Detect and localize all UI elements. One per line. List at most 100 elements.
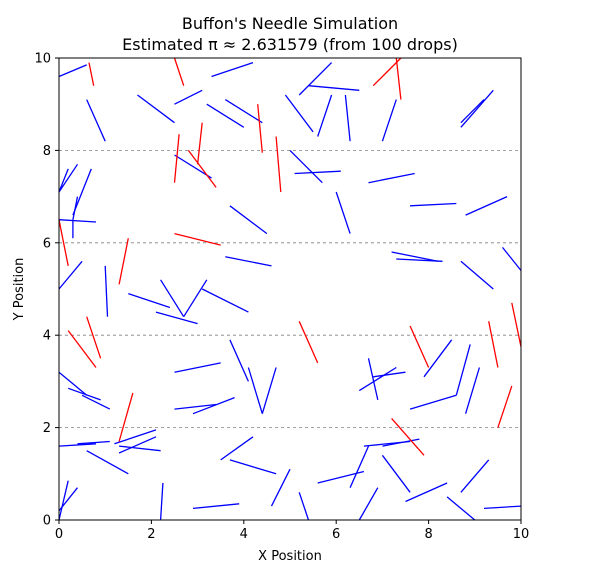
needle-miss-37 <box>391 251 438 262</box>
y-tick-label-2: 4 <box>43 329 51 344</box>
x-tick-label-4: 8 <box>424 527 432 542</box>
plot-area: 0 2 4 6 8 10 0 2 4 6 8 10 <box>34 52 529 543</box>
needle-miss-15 <box>58 168 69 193</box>
needle-miss-70 <box>382 438 420 447</box>
needle-miss-31 <box>128 292 171 309</box>
needle-miss-45 <box>229 339 249 382</box>
needle-miss-10 <box>317 94 333 137</box>
needle-miss-76 <box>58 480 69 521</box>
needle-miss-73 <box>446 496 476 521</box>
needle-miss-42 <box>67 387 101 401</box>
x-tick-label-1: 2 <box>147 527 155 542</box>
x-tick-label-5: 10 <box>513 527 530 542</box>
needle-cross-19 <box>391 417 425 456</box>
needle-miss-29 <box>58 260 83 290</box>
needle-miss-38 <box>396 258 443 262</box>
needle-miss-62 <box>86 450 129 475</box>
needle-cross-7 <box>187 150 217 188</box>
needle-miss-58 <box>77 440 110 445</box>
needle-miss-24 <box>294 170 341 175</box>
needle-cross-0 <box>88 62 95 86</box>
needle-miss-23 <box>289 149 323 184</box>
needle-miss-4 <box>86 99 106 142</box>
needle-cross-1 <box>173 57 185 86</box>
needle-miss-6 <box>224 99 263 124</box>
needle-miss-68 <box>349 445 370 488</box>
needle-miss-0 <box>58 64 87 78</box>
needle-cross-6 <box>196 122 203 165</box>
needle-cross-5 <box>173 134 180 183</box>
plot-frame <box>58 57 522 521</box>
needle-miss-11 <box>344 94 351 142</box>
needle-miss-50 <box>358 366 397 392</box>
needle-miss-40 <box>501 246 522 271</box>
needle-miss-72 <box>405 482 448 503</box>
needle-miss-41 <box>58 371 88 396</box>
needle-miss-35 <box>201 288 249 313</box>
needle-cross-8 <box>275 136 282 193</box>
chart-title: Buffon's Needle Simulation <box>182 14 398 33</box>
y-tick-label-3: 6 <box>43 236 51 251</box>
needle-miss-28 <box>465 196 508 216</box>
needle-miss-36 <box>225 256 272 267</box>
needle-miss-27 <box>410 202 457 207</box>
needle-miss-74 <box>460 459 490 493</box>
needle-cross-12 <box>67 330 97 368</box>
needle-miss-64 <box>229 459 277 475</box>
needle-miss-66 <box>298 492 310 521</box>
y-tick-label-4: 8 <box>43 144 51 159</box>
y-axis-label: Y Position <box>12 258 27 322</box>
needle-miss-47 <box>261 367 277 414</box>
needle-miss-53 <box>423 339 453 378</box>
y-tick-label-0: 0 <box>43 514 51 529</box>
needle-miss-48 <box>174 403 217 410</box>
needle-miss-34 <box>155 311 198 325</box>
needle-miss-55 <box>455 344 471 396</box>
needle-cross-17 <box>511 302 522 347</box>
needle-miss-20 <box>58 219 97 223</box>
needle-miss-77 <box>58 487 79 512</box>
needle-miss-26 <box>368 172 415 184</box>
needle-miss-56 <box>464 367 481 414</box>
needle-miss-30 <box>104 265 109 317</box>
needle-miss-79 <box>192 503 240 510</box>
needle-miss-59 <box>114 429 157 445</box>
needle-miss-43 <box>81 394 111 410</box>
needle-miss-75 <box>483 505 522 510</box>
chart-subtitle: Estimated π ≈ 2.631579 (from 100 drops) <box>122 35 458 54</box>
needle-miss-3 <box>211 61 254 78</box>
needle-miss-12 <box>381 99 397 142</box>
needle-cross-9 <box>58 219 69 267</box>
x-tick-label-2: 4 <box>240 527 248 542</box>
needle-cross-11 <box>174 232 221 246</box>
needle-miss-33 <box>183 279 208 318</box>
needle-cross-13 <box>86 316 102 359</box>
needle-miss-63 <box>220 436 254 461</box>
needle-miss-22 <box>229 205 268 235</box>
needle-cross-4 <box>257 104 263 153</box>
needle-cross-3 <box>395 57 402 100</box>
needle-cross-14 <box>298 321 319 364</box>
needle-miss-61 <box>119 445 161 452</box>
needle-miss-14 <box>460 99 485 124</box>
needle-miss-57 <box>58 443 97 447</box>
needle-miss-52 <box>373 371 406 378</box>
needle-miss-51 <box>367 358 379 401</box>
needle-miss-39 <box>460 260 494 290</box>
needle-miss-13 <box>460 89 494 128</box>
needle-miss-46 <box>247 367 263 414</box>
y-tick-label-1: 2 <box>43 421 51 436</box>
needle-miss-25 <box>335 191 351 234</box>
needle-miss-54 <box>409 394 457 410</box>
needle-miss-9 <box>308 85 360 91</box>
needle-cross-10 <box>118 238 129 285</box>
x-axis-label: X Position <box>258 549 322 564</box>
needle-miss-71 <box>381 454 411 493</box>
needle-miss-1 <box>137 94 175 124</box>
needle-miss-18 <box>72 196 79 220</box>
needle-cross-20 <box>497 385 513 428</box>
needle-miss-65 <box>270 468 291 507</box>
needle-cross-15 <box>409 325 430 368</box>
needle-cross-16 <box>488 321 499 368</box>
